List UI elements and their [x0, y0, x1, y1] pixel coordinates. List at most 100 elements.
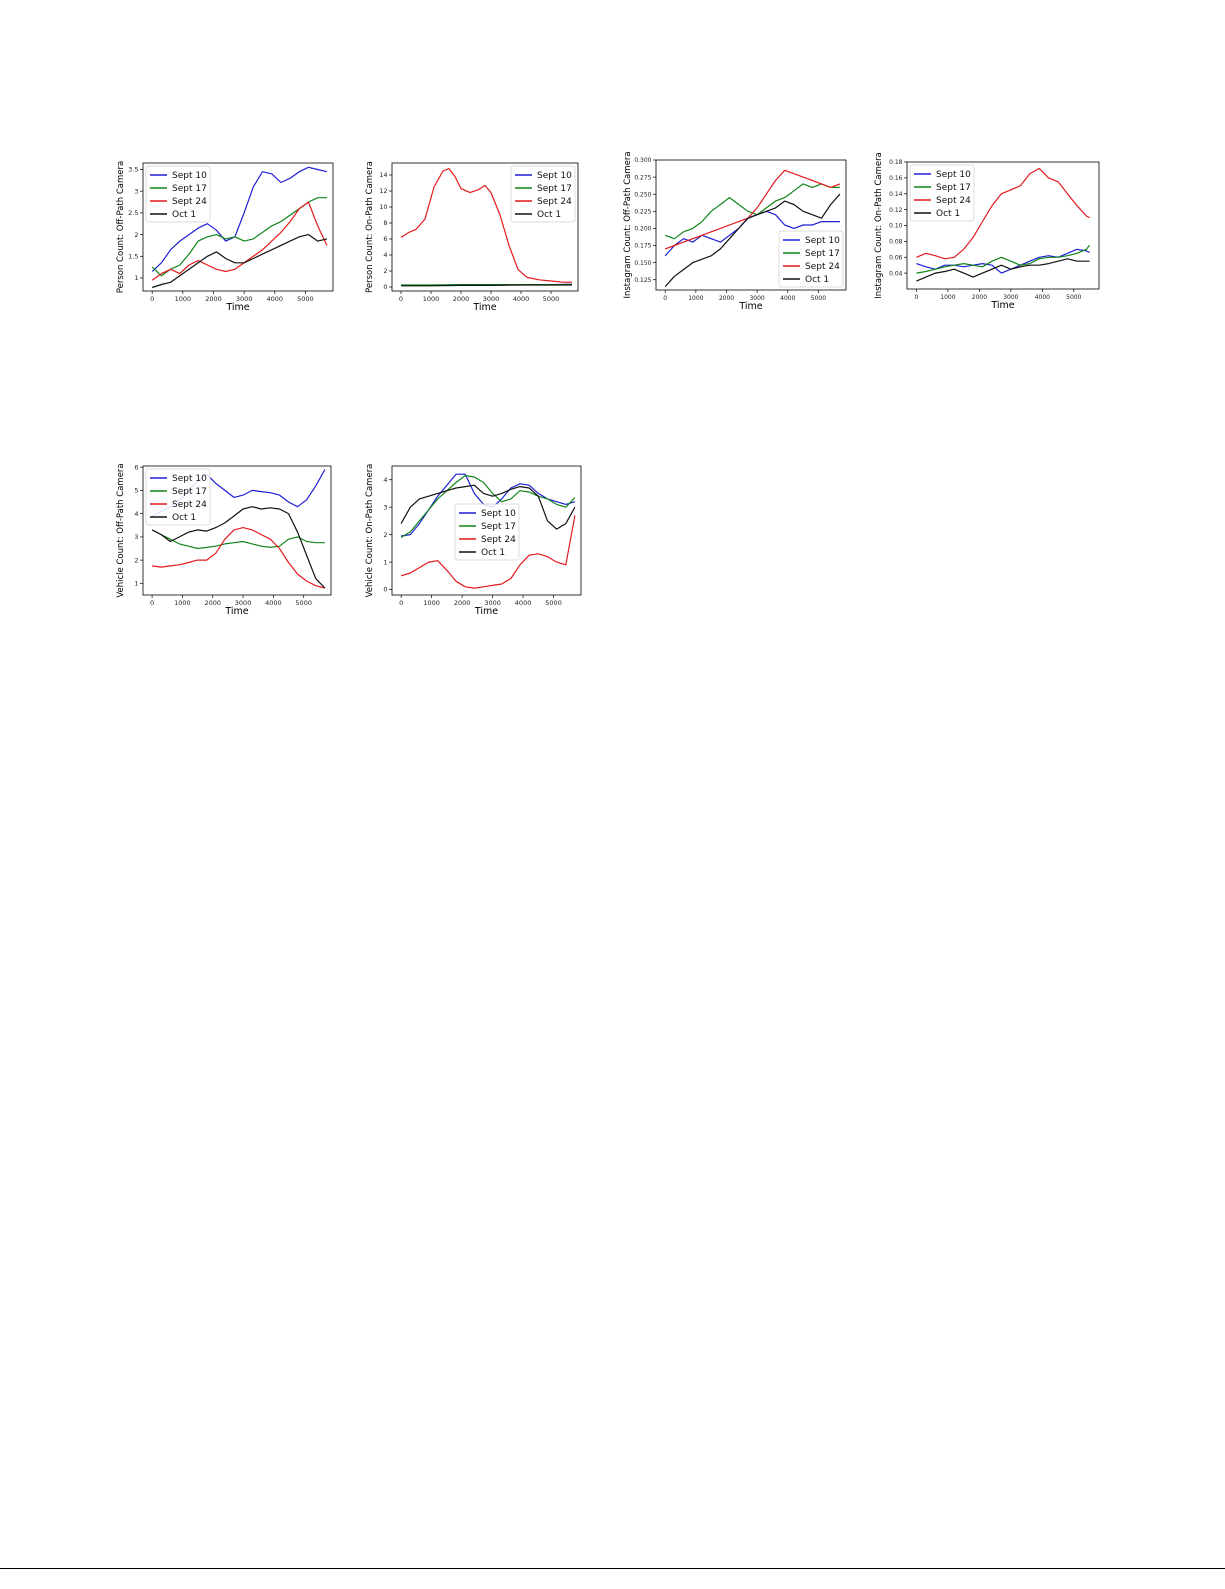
series-line-sept-17: [152, 530, 325, 549]
x-tick-label: 5000: [1066, 294, 1081, 301]
x-tick-label: 0: [663, 295, 667, 302]
x-tick-label: 5000: [543, 295, 560, 303]
x-tick-label: 1000: [688, 295, 703, 302]
x-axis-label: Time: [990, 300, 1014, 311]
legend-entry-sept-10: Sept 10: [805, 236, 840, 246]
x-axis-label: Time: [738, 301, 762, 312]
legend-entry-sept-17: Sept 17: [172, 487, 207, 497]
x-tick-label: 1000: [423, 599, 440, 607]
x-tick-label: 5000: [297, 295, 314, 303]
legend-entry-sept-17: Sept 17: [936, 183, 971, 193]
x-axis-label: Time: [225, 302, 249, 313]
x-tick-label: 2000: [454, 599, 471, 607]
legend-entry-sept-24: Sept 24: [172, 500, 207, 510]
y-tick-label: 0.200: [634, 226, 651, 233]
y-tick-label: 4: [134, 510, 138, 518]
y-tick-label: 2: [134, 231, 138, 239]
page-bottom-rule: [0, 1568, 1225, 1569]
y-tick-label: 5: [134, 487, 138, 495]
x-tick-label: 5000: [295, 599, 312, 607]
y-tick-label: 0.150: [634, 260, 651, 267]
legend-entry-sept-10: Sept 10: [172, 474, 207, 484]
y-tick-label: 1: [383, 558, 387, 566]
legend-entry-oct-1: Oct 1: [805, 275, 829, 285]
y-tick-label: 1: [134, 580, 138, 588]
y-tick-label: 8: [383, 219, 387, 227]
y-axis-label: Person Count: Off-Path Camera: [116, 161, 126, 293]
y-tick-label: 3: [134, 187, 138, 195]
y-tick-label: 4: [383, 476, 387, 484]
y-tick-label: 3: [134, 533, 138, 541]
y-tick-label: 0.250: [634, 191, 651, 198]
legend-entry-sept-10: Sept 10: [537, 171, 572, 181]
x-tick-label: 0: [399, 599, 403, 607]
x-tick-label: 1000: [174, 599, 191, 607]
y-tick-label: 4: [383, 251, 387, 259]
y-tick-label: 0.10: [889, 223, 903, 230]
y-tick-label: 0.16: [889, 175, 903, 182]
y-tick-label: 2.5: [128, 209, 138, 217]
legend-entry-oct-1: Oct 1: [172, 513, 196, 523]
legend-entry-sept-24: Sept 24: [172, 197, 207, 207]
legend-entry-sept-24: Sept 24: [481, 535, 516, 545]
y-axis-label: Person Count: On-Path Camera: [365, 161, 375, 293]
x-tick-label: 4000: [1035, 294, 1050, 301]
y-tick-label: 0.06: [889, 254, 903, 261]
legend-entry-sept-17: Sept 17: [537, 184, 572, 194]
x-tick-label: 2000: [972, 294, 987, 301]
legend-entry-sept-10: Sept 10: [481, 509, 516, 519]
y-axis-label: Instagram Count: On-Path Camera: [874, 152, 884, 299]
y-tick-label: 0.175: [634, 243, 651, 250]
x-tick-label: 2000: [204, 599, 221, 607]
x-tick-label: 1000: [175, 295, 192, 303]
x-tick-label: 4000: [515, 599, 532, 607]
y-tick-label: 6: [134, 463, 138, 471]
y-axis-label: Vehicle Count: On-Path Camera: [365, 464, 375, 598]
x-tick-label: 4000: [513, 295, 530, 303]
x-tick-label: 5000: [545, 599, 562, 607]
x-tick-label: 0: [150, 599, 154, 607]
y-tick-label: 2: [383, 267, 387, 275]
legend-entry-oct-1: Oct 1: [936, 209, 960, 219]
y-tick-label: 14: [379, 171, 387, 179]
series-line-sept-17: [665, 184, 840, 239]
y-tick-label: 2: [383, 531, 387, 539]
legend-entry-sept-10: Sept 10: [172, 171, 207, 181]
y-tick-label: 3.5: [128, 166, 138, 174]
legend-entry-sept-24: Sept 24: [805, 262, 840, 272]
series-line-oct-1: [916, 259, 1089, 281]
x-tick-label: 0: [150, 295, 154, 303]
series-line-sept-10: [916, 249, 1089, 273]
legend-entry-sept-17: Sept 17: [172, 184, 207, 194]
x-tick-label: 2000: [719, 295, 734, 302]
legend-entry-oct-1: Oct 1: [172, 210, 196, 220]
legend-entry-sept-24: Sept 24: [537, 197, 572, 207]
legend-entry-sept-24: Sept 24: [936, 196, 971, 206]
x-axis-label: Time: [472, 302, 496, 313]
y-tick-label: 0.08: [889, 239, 903, 246]
legend: Sept 10 Sept 17 Sept 24 Oct 1: [146, 469, 210, 525]
y-tick-label: 10: [379, 203, 387, 211]
y-tick-label: 1.5: [128, 252, 138, 260]
y-tick-label: 0.04: [889, 270, 903, 277]
y-tick-label: 1: [134, 274, 138, 282]
y-tick-label: 0: [383, 586, 387, 594]
legend-entry-oct-1: Oct 1: [481, 548, 505, 558]
x-tick-label: 0: [915, 294, 919, 301]
x-tick-label: 5000: [811, 295, 826, 302]
y-tick-label: 0.18: [889, 159, 903, 166]
y-tick-label: 12: [379, 187, 387, 195]
x-tick-label: 4000: [267, 295, 284, 303]
y-tick-label: 6: [383, 235, 387, 243]
x-tick-label: 0: [399, 295, 403, 303]
